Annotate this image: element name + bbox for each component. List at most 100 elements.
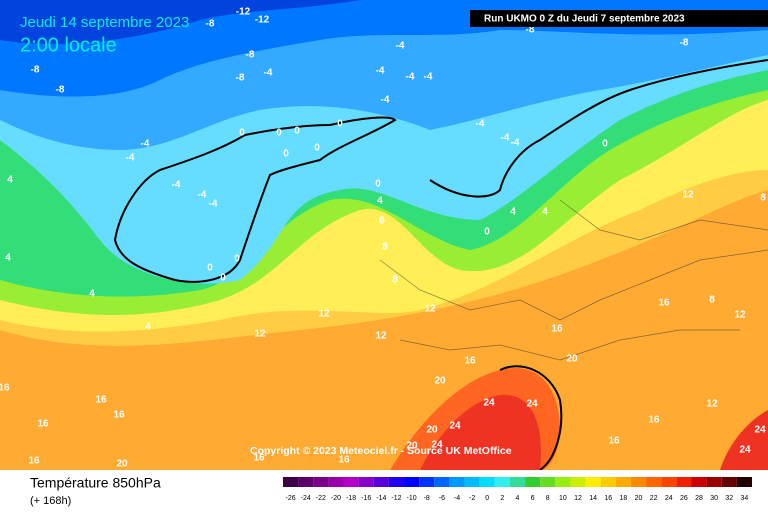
contour-label: -4	[424, 72, 433, 83]
scale-label: -8	[424, 495, 430, 502]
contour-label: 16	[464, 356, 476, 367]
contour-label: -8	[680, 38, 689, 49]
scale-label: 16	[604, 495, 612, 502]
contour-label: 12	[424, 304, 436, 315]
lead-time: (+ 168h)	[30, 495, 71, 507]
color-swatch	[388, 477, 405, 487]
scale-label: -14	[376, 495, 386, 502]
contour-label: 4	[7, 175, 13, 186]
contour-label: -4	[501, 133, 510, 144]
scale-label: -4	[454, 495, 460, 502]
scale-label: 2	[500, 495, 504, 502]
contour-label: -4	[209, 199, 218, 210]
color-swatch	[555, 477, 571, 487]
color-swatch	[646, 477, 662, 487]
color-swatch	[404, 477, 420, 487]
scale-label: 6	[531, 495, 535, 502]
coastlines	[113, 59, 768, 471]
contour-label: 12	[734, 310, 746, 321]
scale-label: -16	[361, 495, 371, 502]
contour-label: 12	[318, 309, 330, 320]
scale-label: 28	[695, 495, 703, 502]
contour-label: 16	[28, 456, 40, 467]
run-banner	[470, 10, 768, 27]
contour-label: 4	[145, 322, 151, 333]
color-swatch	[736, 477, 752, 487]
color-swatch	[373, 477, 389, 487]
color-swatch	[570, 477, 586, 487]
contour-label: 4	[510, 207, 516, 218]
scale-label: -20	[331, 495, 341, 502]
contour-label: -4	[476, 119, 485, 130]
color-swatch	[494, 477, 510, 487]
contour-label: 20	[426, 425, 438, 436]
contour-label: 16	[253, 453, 265, 464]
contour-label: -8	[236, 73, 245, 84]
contour-label: -4	[396, 41, 405, 52]
contour-label: 16	[95, 395, 107, 406]
contour-label: 24	[526, 399, 538, 410]
contour-label: -12	[255, 15, 270, 26]
contour-label: 16	[608, 436, 620, 447]
contour-label: -8	[206, 19, 215, 30]
color-swatch	[540, 477, 556, 487]
contour-label: 24	[483, 398, 495, 409]
contour-label: -4	[264, 68, 273, 79]
contour-label: -4	[126, 153, 135, 164]
forecast-date: Jeudi 14 septembre 2023	[20, 14, 189, 31]
contour-label: 16	[338, 455, 350, 466]
contour-labels: -12-12-8-8-8-8-8 -4-4-4-4 -4-4-4-4 -4-4-4-4…	[0, 7, 766, 470]
color-swatch	[630, 477, 647, 487]
contour-label: 16	[648, 415, 660, 426]
color-swatch	[313, 477, 329, 487]
field-title: Température 850hPa	[30, 475, 161, 491]
scale-label: -6	[439, 495, 445, 502]
contour-label: 20	[434, 376, 446, 387]
contour-label: 0	[239, 128, 245, 139]
scale-label: 26	[680, 495, 688, 502]
color-swatch	[479, 477, 495, 487]
run-info: Run UKMO 0 Z du Jeudi 7 septembre 2023	[484, 14, 685, 25]
scale-label: -10	[407, 495, 417, 502]
contour-label: 16	[0, 383, 10, 394]
color-swatch	[283, 477, 299, 487]
contour-label: 24	[431, 440, 443, 451]
color-swatch	[585, 477, 601, 487]
scale-label: 8	[546, 495, 550, 502]
color-swatch	[449, 477, 465, 487]
color-swatch	[706, 477, 722, 487]
contour-label: 8	[709, 295, 715, 306]
contour-label: 8	[382, 242, 388, 253]
scale-label: 0	[485, 495, 489, 502]
contour-label: 4	[542, 207, 548, 218]
contour-label: 0	[276, 128, 282, 139]
scale-label: 14	[589, 495, 597, 502]
contour-label: 4	[377, 196, 383, 207]
scale-label: -22	[316, 495, 326, 502]
contour-label: 0	[602, 139, 608, 150]
forecast-time: 2:00 locale	[20, 34, 117, 56]
color-swatch	[525, 477, 541, 487]
contour-label: -12	[236, 7, 251, 18]
color-swatch	[298, 477, 314, 487]
scale-label: -26	[286, 495, 296, 502]
contour-label: 20	[116, 459, 128, 470]
color-swatch	[721, 477, 737, 487]
contour-label: 12	[254, 329, 266, 340]
contour-label: 20	[406, 441, 418, 452]
scale-label: -2	[469, 495, 475, 502]
color-swatch	[509, 477, 526, 487]
scale-label: 18	[620, 495, 628, 502]
color-swatch	[464, 477, 480, 487]
contour-label: -4	[511, 138, 520, 149]
scale-label: -12	[391, 495, 401, 502]
scale-label: 22	[650, 495, 658, 502]
contour-label: -8	[31, 65, 40, 76]
color-swatch	[691, 477, 707, 487]
contour-label: -8	[526, 25, 535, 36]
contour-label: -8	[56, 85, 65, 96]
contour-label: 0	[234, 254, 240, 265]
contour-label: 8	[760, 193, 766, 204]
contour-label: 12	[706, 399, 718, 410]
